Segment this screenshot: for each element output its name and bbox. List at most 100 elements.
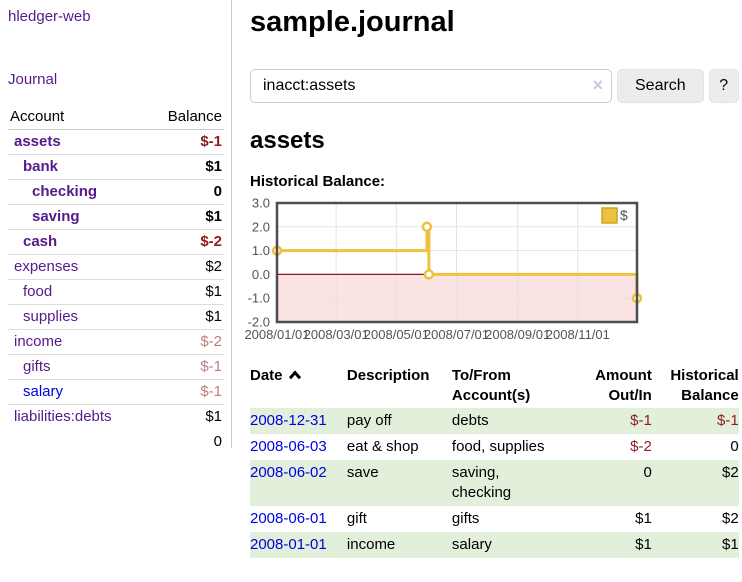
account-link[interactable]: assets	[14, 133, 61, 150]
search-button[interactable]: Search	[617, 69, 704, 103]
app-title-link[interactable]: hledger-web	[8, 8, 91, 25]
transaction-accounts: saving, checking	[451, 464, 512, 501]
account-link[interactable]: bank	[23, 158, 59, 175]
svg-text:2008/11/01: 2008/11/01	[546, 327, 610, 342]
sidebar-item-journal[interactable]: Journal	[8, 71, 58, 88]
svg-text:-1.0: -1.0	[248, 291, 270, 306]
transaction-date-cell: 2008-06-03	[250, 434, 347, 460]
transaction-row: 2008-06-03 eat & shop food, supplies $-2 0	[250, 434, 739, 460]
account-balance: $-1	[147, 379, 224, 405]
transaction-accounts: gifts	[451, 510, 480, 527]
account-balance: $-1	[147, 354, 224, 380]
account-balance: $1	[147, 204, 224, 230]
transaction-amount: $1	[635, 536, 652, 553]
account-row: liabilities:debts $1	[8, 404, 224, 429]
register-header-date[interactable]: Date	[250, 364, 347, 408]
transaction-historical-balance: 0	[730, 438, 739, 455]
account-name-cell: income	[8, 329, 148, 355]
transaction-historical-balance: $-1	[717, 412, 739, 429]
transaction-date-link[interactable]: 2008-01-01	[250, 536, 327, 553]
sort-chevron-up-icon	[288, 370, 301, 380]
accounts-total-value: 0	[213, 433, 222, 450]
account-link[interactable]: gifts	[23, 358, 51, 375]
historical-balance-chart: $3.0 2.0 1.0 0.0 -1.0 -2.0 2008/01/01 2008/03/0…	[244, 196, 648, 349]
svg-text:2008/09/01: 2008/09/01	[485, 327, 550, 342]
chart-label: Historical Balance:	[250, 173, 386, 190]
account-link[interactable]: cash	[23, 233, 58, 250]
transaction-date-link[interactable]: 2008-06-02	[250, 464, 327, 481]
transaction-historical-balance: $2	[722, 510, 739, 527]
account-link[interactable]: supplies	[23, 308, 79, 325]
clear-search-icon[interactable]: ×	[592, 75, 603, 95]
transaction-amount: $-2	[630, 438, 652, 455]
accounts-header-balance: Balance	[147, 105, 224, 130]
account-name-cell: expenses	[8, 254, 148, 280]
account-balance: $-1	[200, 133, 222, 150]
register-table: Date Description To/From Account(s) Amou…	[250, 364, 739, 558]
register-body: 2008-12-31 pay off debts $-1 $-1 2008-06-03 ea…	[250, 408, 739, 558]
transaction-date-cell: 2008-06-02	[250, 460, 347, 506]
page: hledger-web Journal Account Balance asse…	[0, 0, 742, 558]
account-row: cash $-2	[8, 229, 224, 255]
account-link[interactable]: saving	[32, 208, 80, 225]
account-name-cell: checking	[8, 179, 148, 205]
register-header-historical: Historical Balance	[670, 367, 739, 404]
account-name-cell: bank	[8, 154, 148, 180]
accounts-header-account: Account	[8, 105, 148, 130]
accounts-table: Account Balance assets $-1 bank $1 checking 0…	[8, 105, 224, 455]
sidebar: hledger-web Journal Account Balance asse…	[0, 0, 232, 450]
accounts-body: assets $-1 bank $1 checking 0 saving $1 cash $-2 e…	[8, 130, 224, 429]
svg-text:-2.0: -2.0	[248, 315, 270, 330]
account-row: salary $-1	[8, 379, 224, 405]
account-row: supplies $1	[8, 304, 224, 330]
account-link[interactable]: salary	[23, 383, 64, 400]
svg-text:1.0: 1.0	[252, 243, 270, 258]
transaction-description: pay off	[346, 412, 392, 429]
search-input[interactable]	[250, 69, 612, 103]
transaction-description: gift	[346, 510, 367, 527]
svg-text:0.0: 0.0	[252, 267, 270, 282]
account-name-cell: assets	[8, 130, 147, 155]
transaction-amount: 0	[643, 464, 652, 481]
transaction-row: 2008-12-31 pay off debts $-1 $-1	[250, 408, 739, 434]
transaction-row: 2008-06-02 save saving, checking 0 $2	[250, 460, 739, 506]
transaction-accounts: salary	[451, 536, 492, 553]
transaction-accounts: debts	[451, 412, 489, 429]
account-row: income $-2	[8, 329, 224, 355]
transaction-date-link[interactable]: 2008-06-03	[250, 438, 327, 455]
account-balance: $1	[147, 279, 224, 305]
account-row: gifts $-1	[8, 354, 224, 380]
main-content: sample.journal × Search ? assets Histori…	[232, 0, 742, 558]
transaction-date-link[interactable]: 2008-12-31	[250, 412, 327, 429]
transaction-amount: $1	[635, 510, 652, 527]
account-name-cell: gifts	[8, 354, 148, 380]
transaction-description: save	[346, 464, 379, 481]
transaction-row: 2008-01-01 income salary $1 $1	[250, 532, 739, 558]
account-row: checking 0	[8, 179, 224, 205]
svg-text:3.0: 3.0	[252, 196, 270, 211]
account-link[interactable]: liabilities:debts	[14, 408, 112, 425]
transaction-description: eat & shop	[346, 438, 419, 455]
register-header-tofrom: To/From Account(s)	[451, 367, 531, 404]
transaction-date-link[interactable]: 2008-06-01	[250, 510, 327, 527]
account-balance: $-2	[147, 329, 224, 355]
chart-canvas: $3.0 2.0 1.0 0.0 -1.0 -2.02008/01/012008/03/0…	[244, 196, 643, 342]
svg-text:2008/03/01: 2008/03/01	[304, 327, 369, 342]
account-balance: $1	[147, 404, 224, 429]
account-link[interactable]: expenses	[14, 258, 79, 275]
account-name-cell: supplies	[8, 304, 148, 330]
account-link[interactable]: checking	[32, 183, 98, 200]
account-name-cell: liabilities:debts	[8, 404, 148, 429]
account-link[interactable]: income	[14, 333, 63, 350]
transaction-historical-balance: $1	[722, 536, 739, 553]
chart-legend-label: $	[620, 207, 628, 223]
register-header-row: Date Description To/From Account(s) Amou…	[250, 364, 739, 408]
transaction-historical-balance: $2	[722, 464, 739, 481]
register-header-description: Description	[346, 367, 430, 384]
account-link[interactable]: food	[23, 283, 53, 300]
account-balance: 0	[147, 179, 224, 205]
account-balance: $1	[147, 154, 224, 180]
help-button[interactable]: ?	[708, 69, 739, 103]
account-row: saving $1	[8, 204, 224, 230]
account-row: food $1	[8, 279, 224, 305]
